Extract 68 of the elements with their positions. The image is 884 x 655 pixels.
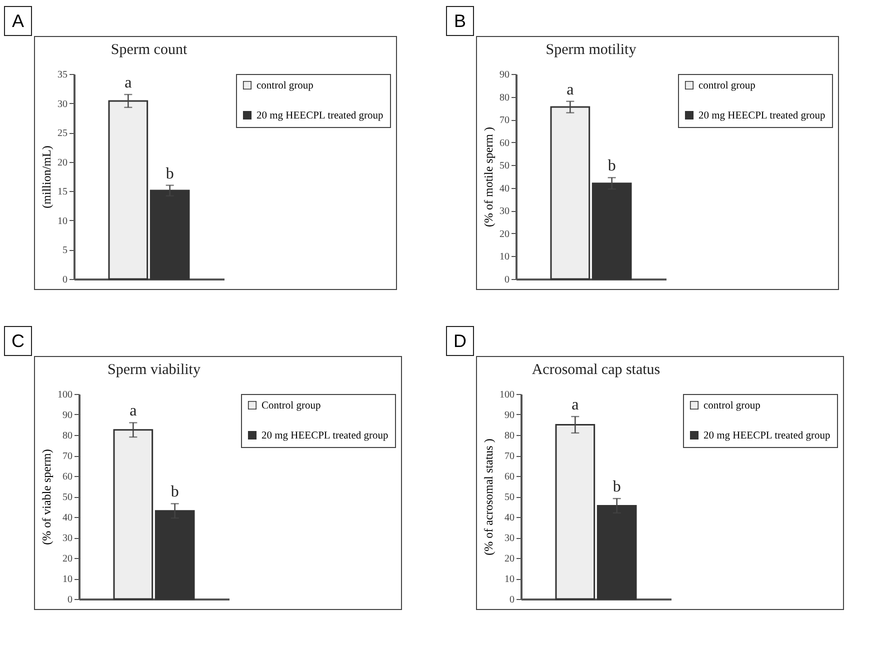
y-tick-label: 60 — [500, 138, 510, 149]
y-tick-label: 30 — [58, 98, 68, 110]
annotation: a — [130, 402, 137, 420]
annotation: a — [566, 81, 574, 98]
chart-title: Sperm count — [110, 42, 188, 58]
text: D — [446, 326, 474, 356]
text: B — [446, 6, 474, 36]
y-tick-label: 100 — [58, 390, 72, 400]
y-tick-label: 40 — [504, 512, 514, 524]
annotation: b — [166, 165, 174, 182]
legend-label: control group — [704, 400, 760, 412]
legend-label: 20 mg HEECPL treated group — [256, 110, 384, 122]
y-tick-label: 90 — [500, 70, 510, 80]
y-tick-label: 30 — [62, 533, 72, 544]
annotation: b — [170, 484, 179, 501]
y-tick-label: 0 — [510, 594, 514, 606]
y-tick-label: 90 — [62, 410, 72, 421]
y-tick-label: 20 — [62, 554, 72, 564]
annotation: b — [608, 158, 616, 175]
y-tick-label: 40 — [62, 512, 72, 524]
y-tick-label: 0 — [68, 594, 72, 606]
y-tick-label: 10 — [62, 574, 72, 585]
legend-label: 20 mg HEECPL treated group — [698, 110, 826, 122]
y-tick-label: 0 — [504, 274, 510, 286]
y-tick-label: 70 — [504, 451, 514, 462]
y-tick-label: 90 — [504, 410, 514, 421]
y-tick-label: 50 — [504, 492, 514, 503]
annotation: b — [612, 478, 621, 496]
y-axis-title: (% of acrosomal status ) — [482, 438, 496, 556]
y-axis-title: (% of motile sperm ) — [482, 127, 496, 227]
chart-title: Sperm motility — [546, 42, 637, 58]
y-tick-label: 15 — [58, 186, 68, 198]
y-tick-label: 0 — [62, 274, 68, 286]
legend-label: control group — [698, 80, 756, 92]
y-tick-label: 10 — [58, 216, 68, 227]
y-tick-label: 30 — [500, 206, 510, 218]
y-tick-label: 50 — [62, 492, 72, 503]
y-tick-label: 80 — [500, 92, 510, 104]
y-tick-label: 20 — [500, 228, 510, 240]
y-tick-label: 100 — [500, 390, 514, 400]
legend-label: control group — [256, 80, 314, 92]
y-tick-label: 35 — [58, 70, 68, 80]
y-axis-title: (% of viable sperm) — [40, 449, 54, 545]
y-tick-label: 25 — [58, 128, 68, 140]
y-tick-label: 80 — [504, 430, 514, 442]
y-tick-label: 80 — [62, 430, 72, 442]
y-axis-title: (million/mL) — [40, 146, 54, 208]
y-tick-label: 40 — [500, 183, 510, 194]
text: A — [4, 6, 32, 36]
text: C — [4, 326, 32, 356]
legend-label: 20 mg HEECPL treated group — [704, 430, 830, 442]
y-tick-label: 70 — [62, 451, 72, 462]
chart-title: Sperm viability — [108, 362, 201, 378]
y-tick-label: 70 — [500, 115, 510, 126]
legend-label: 20 mg HEECPL treated group — [262, 430, 388, 442]
annotation: a — [572, 396, 579, 414]
y-tick-label: 10 — [504, 574, 514, 585]
y-tick-label: 10 — [500, 252, 510, 263]
y-tick-label: 50 — [500, 160, 510, 172]
y-tick-label: 30 — [504, 533, 514, 544]
chart-title: Acrosomal cap status — [532, 362, 660, 378]
legend-label: Control group — [262, 400, 321, 412]
y-tick-label: 20 — [58, 157, 68, 168]
y-tick-label: 5 — [62, 245, 68, 256]
annotation: a — [124, 74, 132, 92]
y-tick-label: 60 — [62, 472, 72, 482]
y-tick-label: 20 — [504, 554, 514, 564]
y-tick-label: 60 — [504, 472, 514, 482]
